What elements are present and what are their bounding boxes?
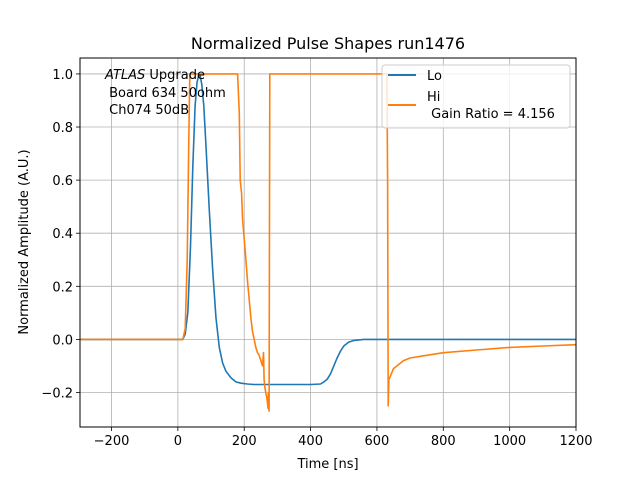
legend-label-lo: Lo xyxy=(427,69,442,84)
plot-frame xyxy=(79,57,577,428)
series-layer xyxy=(80,73,577,412)
legend: Lo Hi Gain Ratio = 4.156 xyxy=(381,64,571,129)
y-tick-label: −0.2 xyxy=(41,386,73,401)
x-tick-label: 800 xyxy=(431,434,456,449)
x-axis-label: Time [ns] xyxy=(296,457,358,472)
x-tick-label: 600 xyxy=(365,434,390,449)
x-tick-label: 0 xyxy=(174,434,182,449)
annotation-upgrade: Upgrade xyxy=(145,68,205,83)
annotation: ATLAS Upgrade Board 634 50ohm Ch074 50dB xyxy=(104,68,226,118)
x-tick-label: 200 xyxy=(232,434,257,449)
x-tick-label: 1200 xyxy=(559,434,592,449)
legend-label-hi: Hi Gain Ratio = 4.156 xyxy=(427,90,555,122)
x-axis: −200 0 200 400 600 800 1000 1200 xyxy=(94,427,593,449)
annotation-atlas: ATLAS xyxy=(104,68,145,83)
y-tick-label: 0.6 xyxy=(52,174,73,189)
y-tick-label: 0.2 xyxy=(52,280,73,295)
series-line-hi xyxy=(80,73,577,412)
y-axis: −0.2 0.0 0.2 0.4 0.6 0.8 1.0 xyxy=(41,68,80,401)
series-line-lo xyxy=(80,73,576,386)
y-tick-label: 1.0 xyxy=(52,68,73,83)
annotation-line-3: Ch074 50dB xyxy=(105,103,189,118)
chart-title: Normalized Pulse Shapes run1476 xyxy=(191,34,465,53)
y-tick-label: 0.4 xyxy=(52,227,73,242)
y-tick-label: 0.8 xyxy=(52,121,73,136)
x-tick-label: 400 xyxy=(298,434,323,449)
x-tick-label: −200 xyxy=(94,434,130,449)
legend-box xyxy=(381,64,571,129)
y-tick-label: 0.0 xyxy=(52,333,73,348)
annotation-line-2: Board 634 50ohm xyxy=(105,86,226,101)
y-axis-label: Normalized Amplitude (A.U.) xyxy=(17,149,32,334)
annotation-line-1: ATLAS Upgrade xyxy=(104,68,205,83)
x-tick-label: 1000 xyxy=(493,434,526,449)
